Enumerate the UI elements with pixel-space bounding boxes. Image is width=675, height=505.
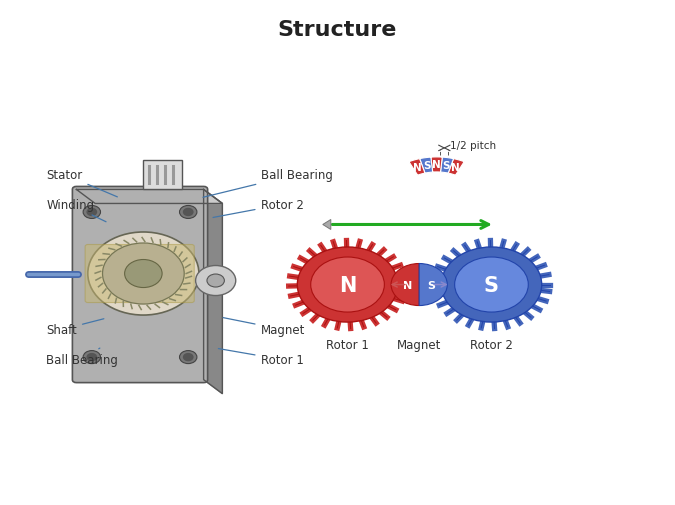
Polygon shape [448, 159, 464, 176]
FancyBboxPatch shape [143, 161, 182, 190]
Text: Rotor 1: Rotor 1 [326, 338, 369, 351]
Circle shape [455, 258, 529, 313]
Polygon shape [431, 158, 442, 173]
Text: Ball Bearing: Ball Bearing [203, 169, 332, 198]
Circle shape [87, 354, 97, 361]
Polygon shape [204, 190, 222, 394]
Wedge shape [419, 264, 448, 306]
Text: Ball Bearing: Ball Bearing [47, 348, 118, 366]
Polygon shape [409, 159, 425, 176]
Wedge shape [391, 264, 419, 306]
Circle shape [103, 243, 184, 305]
Circle shape [196, 266, 236, 296]
Text: N: N [413, 163, 422, 173]
Text: Magnet: Magnet [223, 318, 305, 336]
Circle shape [88, 232, 199, 316]
Circle shape [180, 351, 197, 364]
Text: S: S [442, 161, 450, 171]
Text: Magnet: Magnet [397, 338, 441, 351]
Polygon shape [441, 158, 454, 174]
Polygon shape [76, 190, 222, 204]
Circle shape [180, 206, 197, 219]
Circle shape [83, 206, 101, 219]
Circle shape [184, 209, 193, 216]
FancyBboxPatch shape [85, 245, 194, 303]
Text: N: N [339, 275, 356, 295]
Text: S: S [423, 161, 431, 171]
Text: S: S [484, 275, 499, 295]
Polygon shape [323, 220, 331, 230]
Text: Structure: Structure [278, 20, 397, 40]
Circle shape [441, 247, 541, 322]
Text: Rotor 2: Rotor 2 [470, 338, 513, 351]
Circle shape [83, 351, 101, 364]
Text: N: N [432, 160, 441, 170]
Text: Shaft: Shaft [47, 319, 104, 336]
Polygon shape [420, 158, 433, 174]
Text: N: N [451, 163, 460, 173]
Circle shape [310, 258, 384, 313]
Circle shape [87, 209, 97, 216]
Text: Winding: Winding [47, 198, 106, 222]
Text: S: S [427, 280, 435, 290]
Circle shape [125, 260, 162, 288]
Text: 1/2 pitch: 1/2 pitch [450, 141, 496, 151]
Text: N: N [403, 280, 412, 290]
Circle shape [207, 275, 224, 287]
FancyBboxPatch shape [72, 187, 208, 383]
Text: Rotor 1: Rotor 1 [219, 349, 303, 366]
Text: Rotor 2: Rotor 2 [213, 198, 303, 218]
Circle shape [184, 354, 193, 361]
Circle shape [297, 247, 398, 322]
Text: Stator: Stator [47, 169, 117, 197]
